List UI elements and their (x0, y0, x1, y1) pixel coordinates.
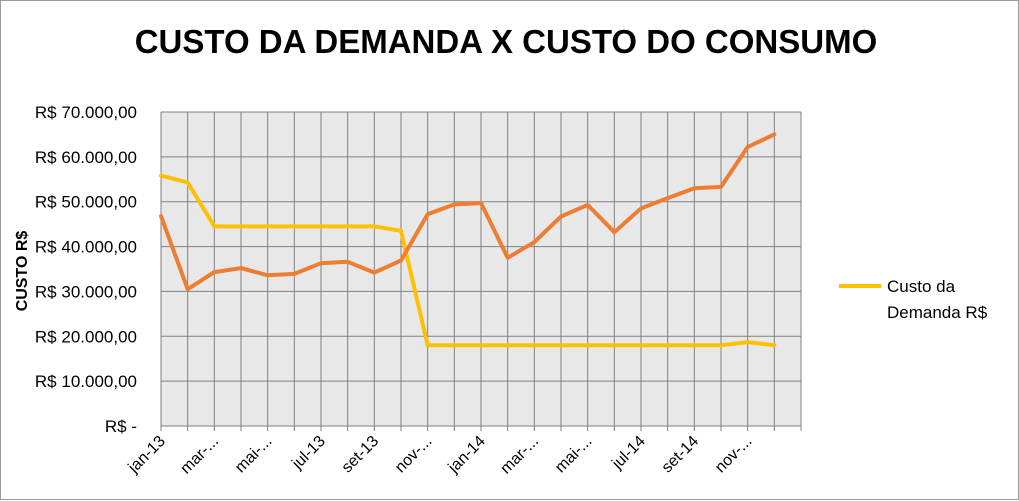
x-tick-label: set-14 (659, 433, 703, 477)
x-tick-label: jan-14 (445, 433, 489, 477)
y-tick-label: R$ 70.000,00 (35, 103, 137, 122)
series-line-1 (159, 173, 777, 348)
x-tick-label: mai-... (232, 433, 275, 476)
x-tick-label: jul-14 (608, 433, 648, 473)
x-tick-label: set-13 (339, 433, 383, 477)
y-tick-label: R$ 50.000,00 (35, 193, 137, 212)
x-tick-label: mar-... (497, 433, 542, 478)
x-tick-label: mar-... (177, 433, 222, 478)
x-tick-label: jul-13 (288, 433, 328, 473)
x-tick-label: nov-... (712, 433, 755, 476)
y-tick-label: R$ 20.000,00 (35, 327, 137, 346)
legend-label-line-2: Demanda R$ (887, 303, 988, 322)
x-tick-label: nov-... (392, 433, 435, 476)
legend-label-line-1: Custo da (887, 277, 956, 296)
x-tick-label: mai-... (552, 433, 595, 476)
y-tick-label: R$ 10.000,00 (35, 372, 137, 391)
y-tick-label: R$ 30.000,00 (35, 282, 137, 301)
y-tick-label: R$ 60.000,00 (35, 148, 137, 167)
plot-area: R$ - R$ 10.000,00 R$ 20.000,00 R$ 30.000,00… (35, 103, 802, 478)
series-line-2 (159, 132, 777, 292)
legend: Custo da Demanda R$ (839, 277, 988, 322)
y-tick-label: R$ - (105, 417, 137, 436)
x-tick-label: jan-13 (125, 433, 169, 477)
y-tick-label: R$ 40.000,00 (35, 238, 137, 257)
chart-title: CUSTO DA DEMANDA X CUSTO DO CONSUMO (135, 23, 878, 60)
y-axis-label: CUSTO R$ (14, 231, 31, 312)
